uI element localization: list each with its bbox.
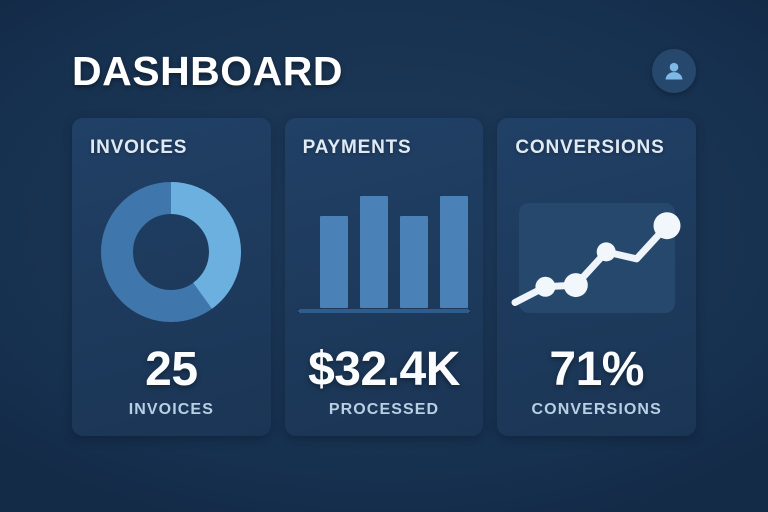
payments-chart-area xyxy=(285,157,484,346)
page-title: DASHBOARD xyxy=(72,47,343,94)
data-point-1 xyxy=(535,276,556,297)
invoices-footer: 25 INVOICES xyxy=(72,343,271,436)
invoices-value: 25 xyxy=(145,343,198,397)
page-header: DASHBOARD xyxy=(72,42,696,100)
metric-card-payments[interactable]: PAYMENTS $32.4K PROCESSED xyxy=(284,118,484,436)
donut-chart xyxy=(72,157,271,346)
bar-4 xyxy=(440,195,468,308)
user-avatar-icon xyxy=(661,58,687,84)
bar-series xyxy=(320,195,468,308)
card-title-conversions: CONVERSIONS xyxy=(515,137,665,158)
card-title-invoices: INVOICES xyxy=(90,137,188,158)
bar-1 xyxy=(320,215,348,308)
metric-card-conversions[interactable]: CONVERSIONS 71% CONVERSIONS xyxy=(497,118,697,436)
metric-card-row: INVOICES 25 INVOICES PAYMENTS xyxy=(72,118,697,436)
data-point-2 xyxy=(563,272,588,297)
user-avatar-button[interactable] xyxy=(652,49,696,93)
conversions-chart-area xyxy=(497,157,696,346)
line-chart xyxy=(497,157,696,346)
bar-2 xyxy=(360,195,388,308)
payments-value: $32.4K xyxy=(308,343,460,397)
payments-label: PROCESSED xyxy=(328,401,440,418)
bar-chart xyxy=(285,157,484,346)
invoices-label: INVOICES xyxy=(128,401,214,418)
conversions-label: CONVERSIONS xyxy=(531,401,662,418)
payments-footer: $32.4K PROCESSED xyxy=(285,343,484,436)
conversions-footer: 71% CONVERSIONS xyxy=(497,343,696,436)
data-point-3 xyxy=(596,241,616,261)
conversions-value: 71% xyxy=(549,343,644,397)
bar-3 xyxy=(400,215,428,308)
invoices-chart-area xyxy=(72,157,271,346)
data-point-4 xyxy=(653,211,681,239)
card-title-payments: PAYMENTS xyxy=(302,137,412,158)
metric-card-invoices[interactable]: INVOICES 25 INVOICES xyxy=(72,118,271,436)
